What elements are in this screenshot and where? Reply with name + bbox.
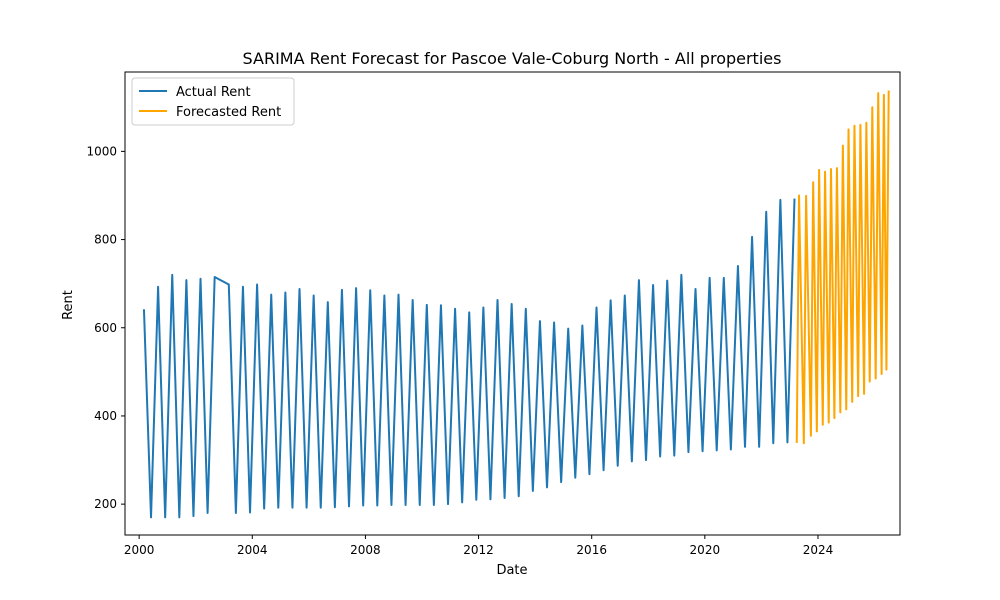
x-tick-label: 2004 — [237, 543, 268, 557]
chart-title: SARIMA Rent Forecast for Pascoe Vale-Cob… — [243, 49, 782, 68]
forecasted-rent-line — [795, 90, 890, 445]
legend-label-actual: Actual Rent — [176, 85, 251, 100]
actual-rent-line — [142, 198, 796, 519]
y-tick-label: 1000 — [86, 144, 117, 158]
x-tick-label: 2008 — [350, 543, 381, 557]
legend: Actual Rent Forecasted Rent — [131, 77, 295, 126]
x-axis-label: Date — [496, 563, 527, 578]
legend-frame — [131, 77, 295, 126]
y-tick-label: 800 — [94, 233, 117, 247]
x-tick-label: 2024 — [803, 543, 834, 557]
series-layer — [142, 90, 890, 519]
x-tick-label: 2020 — [690, 543, 721, 557]
x-tick-label: 2012 — [463, 543, 494, 557]
x-tick-label: 2000 — [124, 543, 155, 557]
y-tick-label: 200 — [94, 497, 117, 511]
y-tick-label: 600 — [94, 321, 117, 335]
y-axis-label: Rent — [61, 290, 76, 320]
plot-area — [124, 71, 901, 536]
x-axis: 2000 2004 2008 2012 2016 2020 2024 — [124, 535, 833, 557]
plot-frame — [124, 71, 901, 536]
x-tick-label: 2016 — [576, 543, 607, 557]
legend-label-forecast: Forecasted Rent — [176, 105, 281, 120]
y-tick-label: 400 — [94, 409, 117, 423]
y-axis: 200 400 600 800 1000 — [86, 144, 125, 511]
